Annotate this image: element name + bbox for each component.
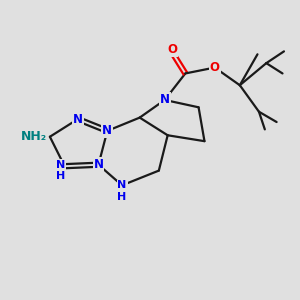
Text: N: N bbox=[160, 93, 170, 106]
Text: N: N bbox=[94, 158, 103, 171]
Text: O: O bbox=[167, 44, 177, 56]
Text: N: N bbox=[73, 112, 83, 126]
Text: O: O bbox=[210, 61, 220, 74]
Text: N: N bbox=[102, 124, 112, 137]
Text: N
H: N H bbox=[56, 160, 65, 182]
Text: O: O bbox=[166, 44, 176, 56]
Text: N
H: N H bbox=[117, 180, 127, 202]
Text: NH₂: NH₂ bbox=[21, 130, 47, 143]
